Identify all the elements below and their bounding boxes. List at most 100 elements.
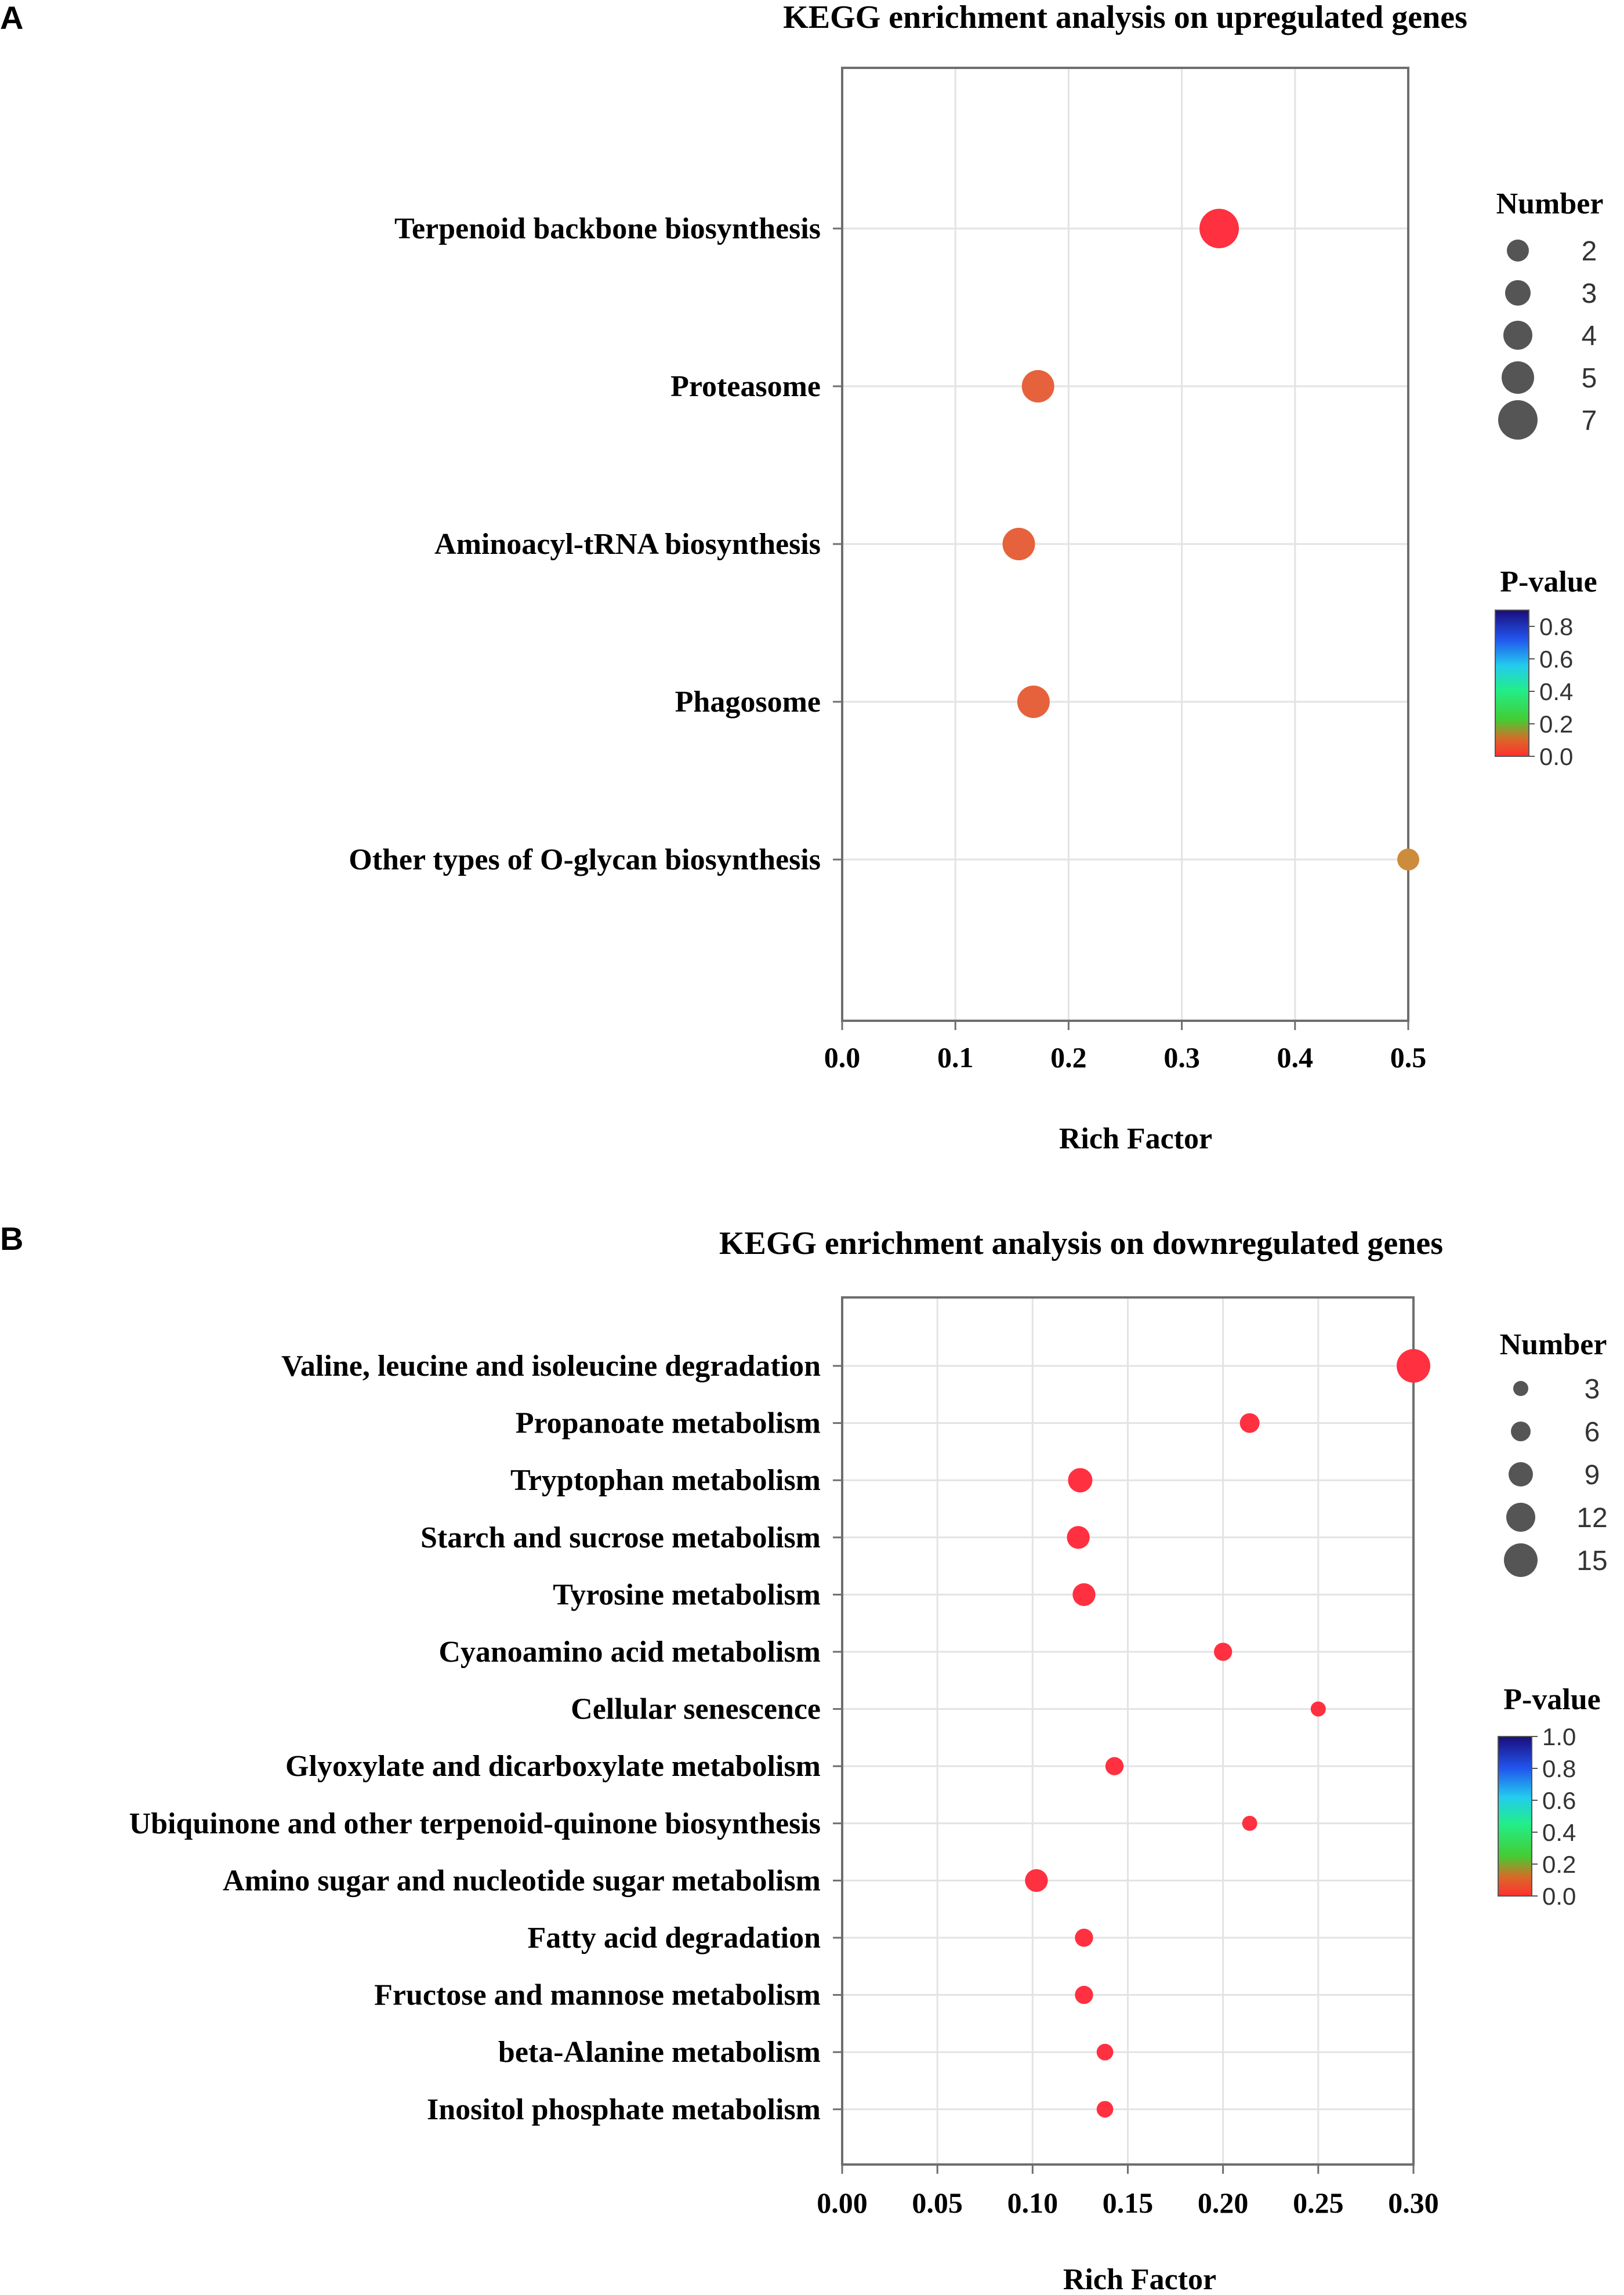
panel-b-x-tick-label: 0.10 xyxy=(1007,2187,1058,2219)
panel-a-size-legend-swatch xyxy=(1503,321,1532,350)
panel-a-colorbar-label: 0.4 xyxy=(1539,678,1573,705)
panel-b-size-legend-label: 15 xyxy=(1576,1546,1607,1576)
panel-a-category-label: Phagosome xyxy=(675,686,821,719)
panel-a-point xyxy=(1017,686,1050,718)
panel-b-category-label: Fatty acid degradation xyxy=(527,1921,821,1955)
panel-a-size-legend-label: 4 xyxy=(1582,321,1597,351)
panel-a-size-legend-label: 3 xyxy=(1582,278,1597,309)
panel-b-category-label: Inositol phosphate metabolism xyxy=(427,2093,821,2126)
panel-a-category-label: Aminoacyl-tRNA biosynthesis xyxy=(434,528,821,561)
panel-b-category-label: Tryptophan metabolism xyxy=(510,1464,821,1497)
panel-a-category-labels: Terpenoid backbone biosynthesis Proteasom… xyxy=(349,212,842,876)
panel-b-color-legend-title: P-value xyxy=(1503,1683,1601,1716)
panel-b-x-ticks: 0.00 0.05 0.10 0.15 0.20 0.25 0.30 xyxy=(817,2165,1439,2219)
panel-a-size-legend-swatch xyxy=(1502,361,1534,394)
panel-a-x-ticks: 0.0 0.1 0.2 0.3 0.4 0.5 xyxy=(824,1021,1427,1074)
panel-b-size-legend-swatch xyxy=(1504,1543,1538,1577)
panel-b-color-legend: P-value 1.0 0.8 0.6 0.4 0.2 0.0 xyxy=(1498,1683,1601,1910)
panel-a-upregulated: A KEGG enrichment analysis on upregulate… xyxy=(0,0,1603,1155)
panel-a-size-legend-label: 7 xyxy=(1582,405,1597,436)
panel-a-point xyxy=(1002,528,1035,560)
panel-b-x-tick-label: 0.25 xyxy=(1293,2187,1344,2219)
panel-a-size-legend-title: Number xyxy=(1496,187,1604,220)
panel-a-colorbar xyxy=(1495,610,1529,757)
panel-b-category-label: Cyanoamino acid metabolism xyxy=(438,1636,821,1669)
panel-a-letter: A xyxy=(0,0,23,36)
panel-a-gridlines xyxy=(841,68,1409,1021)
panel-a-x-tick-label: 0.0 xyxy=(824,1041,861,1074)
panel-b-category-label: beta-Alanine metabolism xyxy=(498,2036,821,2069)
panel-b-x-tick-label: 0.30 xyxy=(1388,2187,1439,2219)
panel-b-category-label: Amino sugar and nucleotide sugar metabol… xyxy=(223,1864,821,1897)
panel-a-x-axis-title: Rich Factor xyxy=(1059,1122,1212,1155)
panel-b-category-labels: Valine, leucine and isoleucine degradati… xyxy=(129,1350,842,2126)
panel-b-point xyxy=(1096,2101,1114,2118)
panel-b-x-tick-label: 0.00 xyxy=(817,2187,868,2219)
panel-a-size-legend-swatch xyxy=(1507,240,1529,262)
panel-b-downregulated: B KEGG enrichment analysis on downregula… xyxy=(0,1220,1608,2295)
panel-b-size-legend-label: 12 xyxy=(1576,1503,1607,1533)
panel-a-point xyxy=(1199,209,1239,248)
panel-b-letter: B xyxy=(0,1220,23,1257)
panel-a-category-label: Terpenoid backbone biosynthesis xyxy=(394,212,821,245)
panel-b-gridlines xyxy=(841,1297,1415,2165)
panel-a-category-label: Other types of O-glycan biosynthesis xyxy=(349,843,821,876)
panel-a-size-legend-swatch xyxy=(1498,400,1538,440)
panel-a-x-tick-label: 0.2 xyxy=(1050,1041,1087,1074)
panel-b-category-label: Valine, leucine and isoleucine degradati… xyxy=(281,1350,821,1383)
panel-b-category-label: Propanoate metabolism xyxy=(516,1407,821,1440)
panel-b-category-label: Cellular senescence xyxy=(571,1693,821,1726)
panel-b-category-label: Fructose and mannose metabolism xyxy=(374,1979,821,2012)
panel-b-x-tick-label: 0.15 xyxy=(1103,2187,1154,2219)
panel-b-size-legend-label: 9 xyxy=(1585,1460,1600,1491)
panel-b-size-legend-title: Number xyxy=(1500,1328,1607,1361)
panel-a-colorbar-label: 0.0 xyxy=(1539,743,1573,770)
panel-b-title: KEGG enrichment analysis on downregulate… xyxy=(719,1226,1443,1261)
panel-b-point xyxy=(1075,1985,1093,2004)
panel-a-x-tick-label: 0.3 xyxy=(1163,1041,1200,1074)
panel-b-size-legend-swatch xyxy=(1509,1462,1533,1487)
panel-b-point xyxy=(1067,1526,1090,1549)
panel-b-colorbar-label: 0.6 xyxy=(1542,1787,1576,1814)
panel-b-point xyxy=(1068,1468,1093,1493)
panel-b-size-legend-label: 6 xyxy=(1585,1417,1600,1448)
panel-a-colorbar-label: 0.2 xyxy=(1539,710,1573,738)
panel-b-colorbar-label: 0.8 xyxy=(1542,1755,1576,1782)
panel-b-point xyxy=(1239,1413,1260,1433)
panel-b-colorbar-label: 0.4 xyxy=(1542,1819,1576,1846)
panel-b-colorbar xyxy=(1498,1736,1532,1897)
panel-b-x-tick-label: 0.05 xyxy=(912,2187,963,2219)
panel-b-point xyxy=(1310,1701,1326,1717)
panel-b-category-label: Ubiquinone and other terpenoid-quinone b… xyxy=(129,1807,821,1840)
panel-b-size-legend-label: 3 xyxy=(1585,1374,1600,1405)
panel-a-data-points xyxy=(1002,209,1419,871)
panel-b-point xyxy=(1397,1349,1430,1383)
panel-a-title: KEGG enrichment analysis on upregulated … xyxy=(783,0,1467,35)
panel-b-colorbar-label: 0.0 xyxy=(1542,1883,1576,1910)
panel-b-category-label: Glyoxylate and dicarboxylate metabolism xyxy=(285,1750,821,1783)
panel-b-category-label: Tyrosine metabolism xyxy=(553,1578,821,1611)
panel-b-point xyxy=(1075,1928,1093,1947)
panel-b-point xyxy=(1072,1583,1096,1607)
panel-a-size-legend: Number 2 3 4 5 7 xyxy=(1496,187,1604,440)
panel-a-color-legend: P-value 0.8 0.6 0.4 0.2 0.0 xyxy=(1495,565,1597,770)
panel-b-point xyxy=(1105,1757,1124,1775)
panel-b-data-points xyxy=(1025,1349,1430,2118)
panel-b-colorbar-label: 0.2 xyxy=(1542,1851,1576,1878)
panel-b-x-tick-label: 0.20 xyxy=(1198,2187,1249,2219)
panel-b-point xyxy=(1096,2043,1114,2061)
panel-a-x-tick-label: 0.5 xyxy=(1390,1041,1427,1074)
panel-b-point xyxy=(1214,1643,1232,1661)
panel-a-size-legend-label: 5 xyxy=(1582,363,1597,394)
panel-b-size-legend: Number 3 6 9 12 15 xyxy=(1500,1328,1608,1577)
panel-a-point xyxy=(1021,370,1054,403)
panel-a-x-tick-label: 0.1 xyxy=(937,1041,974,1074)
panel-b-category-label: Starch and sucrose metabolism xyxy=(420,1521,821,1554)
panel-b-point xyxy=(1025,1869,1048,1892)
panel-a-colorbar-label: 0.8 xyxy=(1539,613,1573,640)
panel-a-size-legend-swatch xyxy=(1505,280,1531,306)
panel-a-point xyxy=(1397,849,1419,871)
panel-b-size-legend-swatch xyxy=(1513,1381,1528,1396)
panel-a-color-legend-title: P-value xyxy=(1500,565,1597,599)
panel-b-point xyxy=(1242,1815,1257,1831)
